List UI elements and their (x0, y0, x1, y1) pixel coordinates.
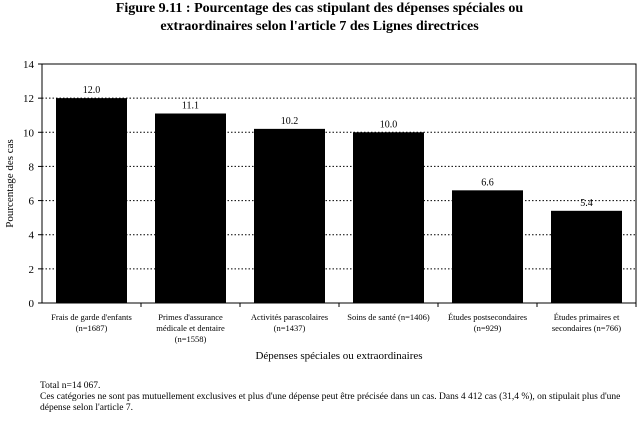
chart-title-line1: Figure 9.11 : Pourcentage des cas stipul… (115, 1, 524, 16)
x-axis-label: Dépenses spéciales ou extraordinaires (255, 350, 422, 362)
bar-value-label: 6.6 (481, 177, 494, 188)
chart-title-line2: extraordinaires selon l'article 7 des Li… (160, 19, 479, 34)
y-tick-label: 6 (29, 196, 35, 208)
bar (254, 128, 325, 303)
bar-value-label: 11.1 (182, 101, 199, 112)
bar (551, 210, 622, 303)
y-tick-label: 8 (29, 161, 35, 173)
x-tick-label: (n=1437) (274, 323, 306, 333)
bar-value-label: 10.2 (281, 116, 299, 127)
y-tick-label: 0 (29, 298, 35, 310)
bar-value-label: 5.4 (580, 198, 593, 209)
y-tick-label: 14 (23, 59, 35, 71)
x-tick-label: Études primaires et (554, 312, 620, 322)
x-tick-label: secondaires (n=766) (552, 323, 621, 333)
bar (56, 98, 127, 304)
bar-value-label: 12.0 (83, 85, 101, 96)
y-tick-label: 2 (29, 264, 35, 276)
y-axis-label: Pourcentage des cas (4, 139, 16, 228)
x-tick-label: (n=1687) (76, 323, 108, 333)
x-tick-label: (n=1558) (175, 334, 207, 344)
bar (353, 132, 424, 303)
x-tick-label: Activités parascolaires (251, 312, 328, 322)
x-tick-label: Frais de garde d'enfants (51, 312, 132, 322)
chart-notes: Total n=14 067. Ces catégories ne sont p… (40, 381, 637, 414)
y-tick-label: 12 (23, 93, 34, 105)
x-tick-label: Primes d'assurance (158, 312, 223, 322)
x-tick-label: Études postsecondaires (448, 312, 527, 322)
bar-value-label: 10.0 (380, 119, 398, 130)
x-tick-label: (n=929) (474, 323, 502, 333)
y-tick-label: 4 (29, 230, 35, 242)
x-tick-label: Soins de santé (n=1406) (347, 312, 430, 322)
note-explanation: Ces catégories ne sont pas mutuellement … (40, 392, 621, 413)
chart-title: Figure 9.11 : Pourcentage des cas stipul… (0, 0, 639, 36)
note-total: Total n=14 067. (40, 381, 101, 391)
y-tick-label: 10 (23, 127, 35, 139)
x-tick-label: médicale et dentaire (156, 323, 225, 333)
bar (452, 190, 523, 303)
bar (155, 113, 226, 303)
plot-frame (41, 63, 637, 304)
